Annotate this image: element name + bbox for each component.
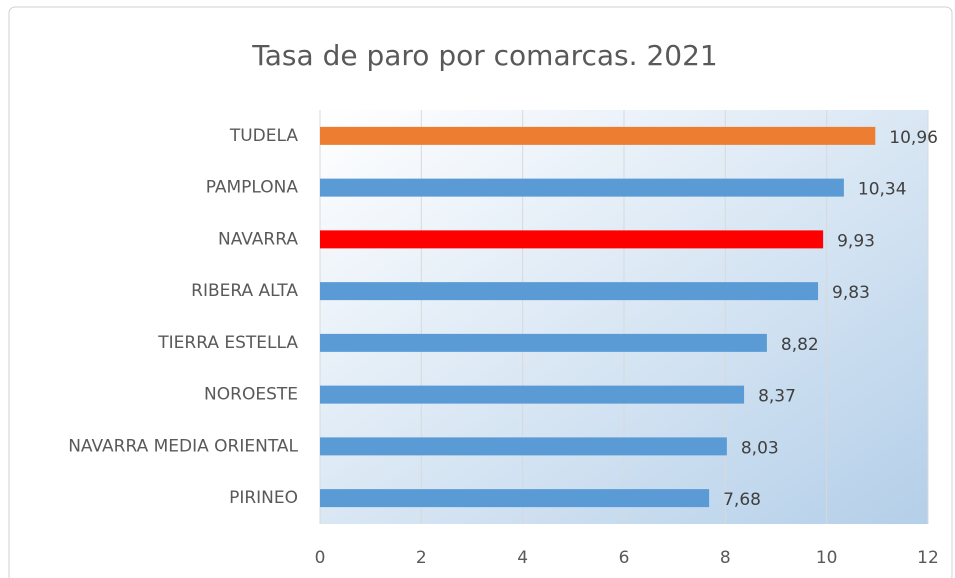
bar (320, 489, 710, 508)
bar (320, 333, 767, 352)
bar (320, 282, 819, 301)
x-tick-label: 12 (917, 548, 939, 568)
bar (320, 437, 727, 456)
y-tick-label: NOROESTE (204, 385, 298, 405)
y-tick-label: TIERRA ESTELLA (157, 333, 298, 353)
value-label: 9,93 (837, 231, 875, 251)
x-tick-label: 8 (720, 548, 731, 568)
chart-title: Tasa de paro por comarcas. 2021 (251, 39, 717, 72)
y-tick-label: PIRINEO (229, 488, 298, 508)
bar (320, 230, 824, 249)
value-label: 10,34 (858, 180, 907, 200)
y-tick-label: RIBERA ALTA (191, 281, 298, 301)
y-tick-label: TUDELA (229, 126, 299, 146)
value-label: 8,82 (781, 335, 819, 355)
bar (320, 126, 876, 145)
y-tick-label: NAVARRA MEDIA ORIENTAL (68, 436, 298, 456)
value-label: 10,96 (889, 128, 938, 148)
value-label: 8,03 (741, 438, 779, 458)
bar (320, 385, 745, 404)
y-tick-label: NAVARRA (218, 229, 298, 249)
x-tick-label: 0 (315, 548, 326, 568)
value-label: 8,37 (758, 387, 796, 407)
x-tick-label: 4 (517, 548, 528, 568)
x-tick-label: 2 (416, 548, 427, 568)
value-label: 9,83 (832, 283, 870, 303)
x-tick-label: 10 (816, 548, 838, 568)
value-label: 7,68 (723, 490, 761, 510)
y-tick-label: PAMPLONA (206, 178, 299, 198)
bar (320, 178, 844, 197)
x-tick-label: 6 (619, 548, 630, 568)
